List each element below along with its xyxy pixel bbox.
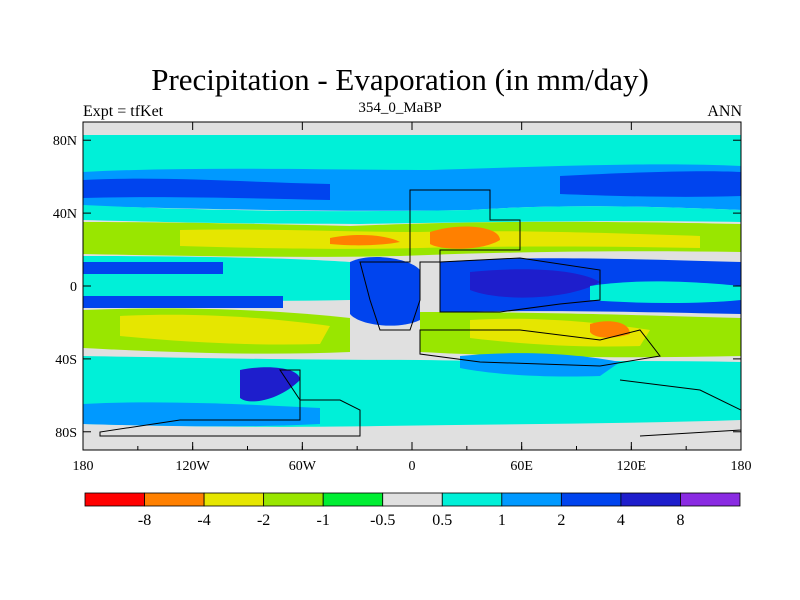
wet-core-2 xyxy=(470,269,600,298)
colorbar-swatch xyxy=(441,492,503,507)
lon-tick-label: 60E xyxy=(510,459,533,474)
longitude-axis: 180 120W 60W 0 60E 120E 180 xyxy=(73,122,752,474)
latitude-axis: 80N 40N 0 40S 80S xyxy=(53,134,741,441)
lon-tick-label: 180 xyxy=(731,459,752,474)
itcz-west xyxy=(83,262,223,274)
continent-outline-2 xyxy=(439,257,601,313)
colorbar-swatch xyxy=(680,492,741,507)
colorbar-label: -0.5 xyxy=(370,512,395,529)
colorbar-swatch xyxy=(84,492,145,507)
colorbar-label: 1 xyxy=(498,512,506,529)
wet-land-1 xyxy=(350,256,420,326)
lat-tick-label: 0 xyxy=(70,280,77,295)
colorbar-label: -1 xyxy=(317,512,330,529)
colorbar-swatch xyxy=(382,492,443,507)
colorbar-swatch xyxy=(144,492,205,507)
colorbar-label: 8 xyxy=(676,512,684,529)
colorbar-swatch xyxy=(620,492,681,507)
colorbar-swatch xyxy=(263,492,324,507)
colorbar-swatch xyxy=(501,492,562,507)
sptz-west xyxy=(83,296,283,308)
lat-tick-label: 40S xyxy=(55,353,77,368)
band-north-core-east xyxy=(560,171,741,197)
colorbar-swatch xyxy=(560,492,622,507)
continent-outline-1 xyxy=(359,189,521,331)
south-wet-1 xyxy=(460,353,620,377)
dry-spot-2 xyxy=(430,226,500,249)
wet-gap-east xyxy=(590,281,741,303)
lon-tick-label: 120W xyxy=(176,459,211,474)
land-outlines xyxy=(99,189,741,437)
colorbar-label: 2 xyxy=(557,512,565,529)
continent-outline-5 xyxy=(619,379,741,437)
lat-tick-label: 80S xyxy=(55,426,77,441)
season-label: ANN xyxy=(707,103,742,120)
colorbar-label: 0.5 xyxy=(432,512,452,529)
continent-outline-4 xyxy=(99,369,361,437)
colorbar-label: 4 xyxy=(617,512,625,529)
band-north-core xyxy=(83,178,330,200)
plot-title: Precipitation - Evaporation (in mm/day) xyxy=(151,62,649,97)
lon-tick-label: 60W xyxy=(289,459,317,474)
lat-tick-label: 80N xyxy=(53,134,77,149)
colorbar-swatch xyxy=(322,492,384,507)
lon-tick-label: 180 xyxy=(73,459,94,474)
lon-tick-label: 120E xyxy=(617,459,647,474)
experiment-label: Expt = tfKet xyxy=(83,103,164,120)
band-strop-drier xyxy=(120,314,330,345)
colorbar: -8 -4 -2 -1 -0.5 0.5 1 2 4 8 xyxy=(84,492,741,529)
dry-spot-3 xyxy=(590,321,630,338)
colorbar-label: -2 xyxy=(257,512,270,529)
lon-tick-label: 0 xyxy=(409,459,416,474)
lat-tick-label: 40N xyxy=(53,207,77,222)
plot-subtitle: 354_0_MaBP xyxy=(358,100,442,116)
colorbar-swatch xyxy=(203,492,265,507)
continent-outline-3 xyxy=(419,329,661,367)
band-north-light xyxy=(83,205,741,224)
south-wet-core xyxy=(240,367,300,402)
dry-spot-1 xyxy=(330,235,400,246)
colorbar-label: -8 xyxy=(138,512,151,529)
map-field xyxy=(83,122,741,450)
colorbar-label: -4 xyxy=(197,512,210,529)
